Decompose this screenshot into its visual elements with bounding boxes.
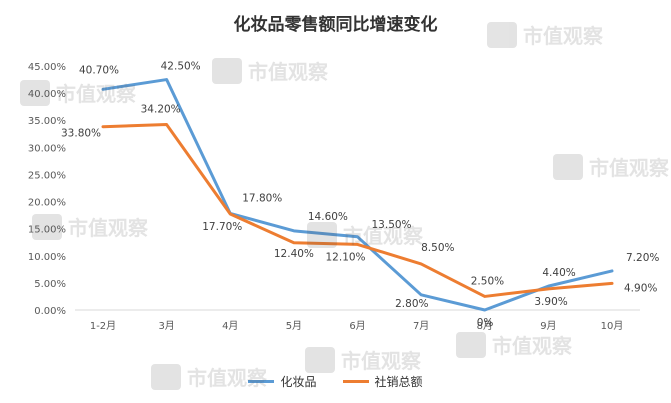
legend-item-cosmetics: 化妆品 xyxy=(248,373,317,390)
data-label-cosmetics: 17.80% xyxy=(242,192,282,204)
data-label-total-retail: 3.90% xyxy=(534,296,567,308)
x-tick-label: 5月 xyxy=(286,320,302,332)
data-label-total-retail: 34.20% xyxy=(141,104,181,116)
data-label-cosmetics: 0% xyxy=(477,317,494,329)
y-tick-label: 15.00% xyxy=(28,225,66,236)
legend-item-total-retail: 社销总额 xyxy=(342,373,423,390)
chart-legend: 化妆品 社销总额 xyxy=(0,373,671,390)
series-line-total-retail xyxy=(101,123,614,298)
x-tick-label: 9月 xyxy=(540,320,556,332)
x-tick-label: 1-2月 xyxy=(90,320,116,332)
x-tick-label: 6月 xyxy=(349,320,365,332)
data-label-total-retail: 12.10% xyxy=(326,251,366,263)
data-label-cosmetics: 42.50% xyxy=(161,61,201,73)
data-label-total-retail: 12.40% xyxy=(274,248,314,260)
y-tick-label: 10.00% xyxy=(28,252,66,263)
y-tick-label: 30.00% xyxy=(28,143,66,154)
data-label-cosmetics: 13.50% xyxy=(372,219,412,231)
data-label-total-retail: 8.50% xyxy=(421,242,454,254)
y-tick-label: 45.00% xyxy=(28,62,66,73)
x-tick-label: 3月 xyxy=(158,320,174,332)
series-line-cosmetics xyxy=(101,78,614,312)
x-tick-label: 7月 xyxy=(413,320,429,332)
data-label-total-retail: 17.70% xyxy=(202,221,242,233)
x-tick-label: 10月 xyxy=(601,320,624,332)
legend-label-cosmetics: 化妆品 xyxy=(280,375,317,389)
chart-title: 化妆品零售额同比增速变化 xyxy=(233,15,438,35)
y-tick-label: 25.00% xyxy=(28,170,66,181)
x-tick-label: 8月 xyxy=(477,320,493,332)
data-label-total-retail: 4.90% xyxy=(624,282,657,294)
legend-label-total-retail: 社销总额 xyxy=(374,375,423,389)
data-label-total-retail: 33.80% xyxy=(61,128,101,140)
y-tick-label: 35.00% xyxy=(28,116,66,127)
data-label-cosmetics: 4.40% xyxy=(542,267,575,279)
y-tick-label: 20.00% xyxy=(28,198,66,209)
y-tick-label: 40.00% xyxy=(28,89,66,100)
data-label-total-retail: 2.50% xyxy=(471,275,504,287)
data-label-cosmetics: 7.20% xyxy=(626,252,659,264)
data-label-cosmetics: 14.60% xyxy=(308,211,348,223)
data-label-cosmetics: 2.80% xyxy=(395,298,428,310)
x-tick-label: 4月 xyxy=(222,320,238,332)
data-label-cosmetics: 40.70% xyxy=(79,64,119,76)
y-tick-label: 5.00% xyxy=(34,279,66,290)
y-tick-label: 0.00% xyxy=(34,306,66,317)
legend-swatch-cosmetics xyxy=(248,380,275,383)
legend-swatch-total-retail xyxy=(342,380,369,383)
